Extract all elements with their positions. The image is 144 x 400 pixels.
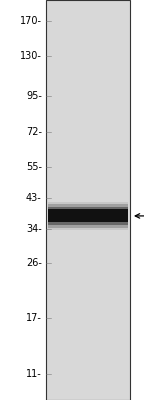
Text: 130-: 130-	[20, 50, 42, 60]
Bar	[48, 222, 128, 230]
Text: 11-: 11-	[26, 369, 42, 379]
Text: 72-: 72-	[26, 127, 42, 137]
Bar	[48, 202, 128, 209]
Text: 95-: 95-	[26, 91, 42, 101]
Text: 17-: 17-	[26, 313, 42, 323]
Bar	[48, 209, 128, 222]
Bar	[48, 222, 128, 228]
Text: 34-: 34-	[26, 224, 42, 234]
Text: 55-: 55-	[26, 162, 42, 172]
Bar	[46, 0, 130, 400]
Bar	[48, 204, 128, 209]
Bar	[48, 222, 128, 225]
Text: 26-: 26-	[26, 258, 42, 268]
Text: 170-: 170-	[20, 16, 42, 26]
Bar	[48, 207, 128, 209]
Text: 43-: 43-	[26, 193, 42, 203]
